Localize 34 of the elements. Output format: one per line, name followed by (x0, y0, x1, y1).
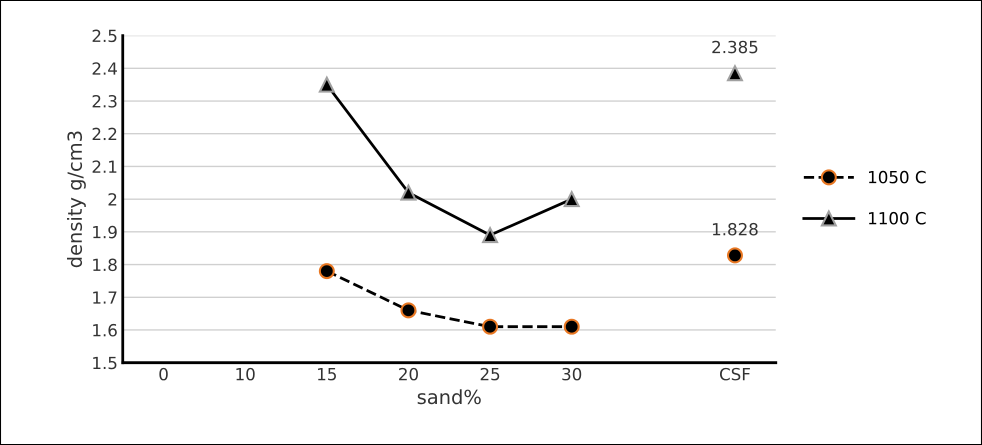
y-tick-label: 2.3 (92, 94, 117, 108)
point (564, 318, 580, 335)
point (726, 247, 743, 264)
point (318, 76, 335, 93)
x-tick-label: 25 (480, 368, 500, 380)
point (564, 191, 580, 208)
y-tick-label: 2 (108, 193, 116, 206)
x-tick-label: 10 (236, 368, 255, 380)
point (482, 227, 498, 244)
point (400, 302, 416, 318)
x-tick-label: 15 (318, 368, 336, 380)
y-tick-label: 2.4 (92, 62, 117, 75)
legend-label: 1100 C (869, 212, 926, 225)
y-tick-label: 1.9 (93, 226, 117, 238)
y-tick-label: 1.8 (93, 258, 117, 272)
y-tick-label: 1.5 (93, 356, 116, 370)
x-tick-label: 20 (399, 368, 418, 380)
x-tick-label: 0 (159, 368, 168, 380)
point (482, 318, 498, 335)
legend-label: 1050 C (869, 170, 926, 184)
point (400, 184, 416, 201)
y-tick-label: 2.2 (92, 128, 116, 140)
x-axis-title: sand% (418, 389, 481, 404)
point (726, 65, 743, 82)
y-tick-label: 2.5 (92, 30, 116, 42)
x-tick-label: 30 (562, 368, 582, 380)
y-tick-label: 2.1 (92, 160, 116, 173)
y-tick-label: 1.7 (93, 291, 116, 304)
point (318, 263, 335, 280)
data-label: 1.828 (712, 222, 758, 236)
data-label: 2.385 (712, 40, 758, 54)
x-tick-label: CSF (720, 368, 750, 380)
y-axis-title: density g/cm3 (67, 132, 86, 268)
y-tick-label: 1.6 (93, 324, 117, 337)
